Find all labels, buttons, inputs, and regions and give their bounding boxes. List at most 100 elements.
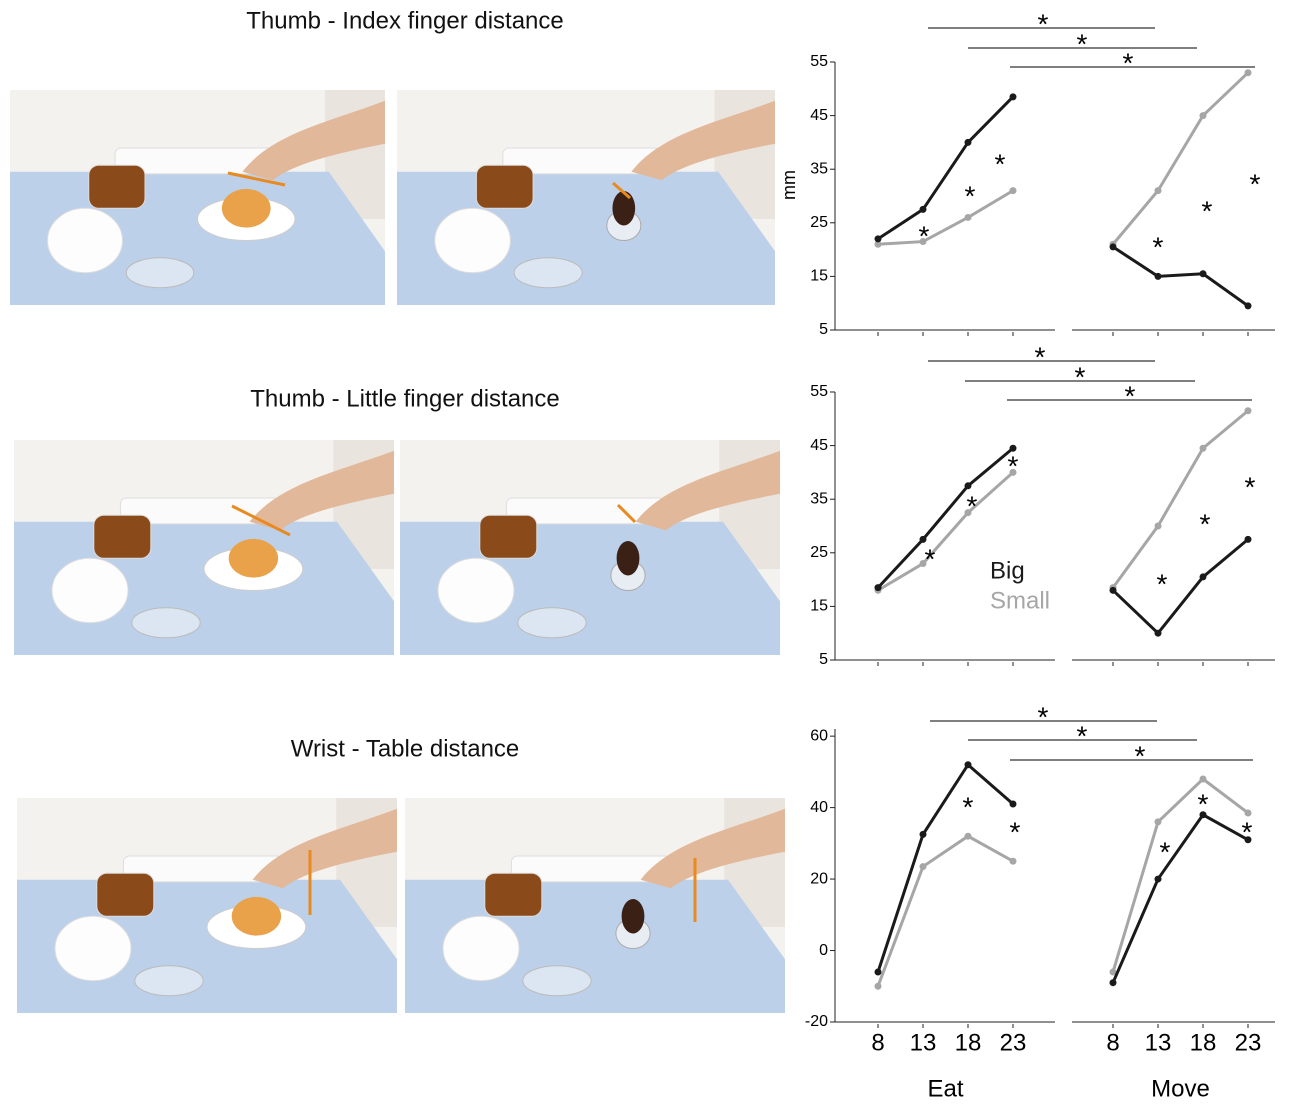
significance-star: * [965,180,976,211]
series-line [878,765,1013,972]
tea-cup [480,515,537,558]
data-point [1155,273,1162,280]
data-point [1155,876,1162,883]
saucer [135,966,203,996]
significance-star: * [1077,720,1088,751]
significance-star: * [1135,740,1146,771]
significance-star: * [1202,195,1213,226]
series-line [878,97,1013,239]
significance-star: * [1038,8,1049,39]
y-tick-label: 45 [810,437,828,454]
data-point [875,968,882,975]
significance-star: * [963,791,974,822]
significance-star: * [1198,788,1209,819]
data-point [1245,407,1252,414]
significance-star: * [1123,47,1134,78]
teapot [52,558,128,623]
donut [232,897,281,936]
saucer [523,966,591,996]
y-tick-label: 15 [810,268,828,285]
chart-title: Wrist - Table distance [291,735,520,762]
x-tick-label: 13 [1145,1029,1172,1056]
significance-star: * [1125,380,1136,411]
significance-star: * [995,148,1006,179]
tea-cup [94,515,151,558]
data-point [920,831,927,838]
significance-star: * [1245,471,1256,502]
saucer [126,258,194,288]
tea-cup [97,873,154,916]
tea-cup [485,873,542,916]
data-point [965,139,972,146]
teapot [48,208,123,273]
photo [405,798,785,1013]
photo [14,440,394,655]
series-line [1113,247,1248,306]
y-axis-label: mm [779,170,799,200]
x-tick-label: 13 [910,1029,937,1056]
data-point [1155,187,1162,194]
data-point [965,482,972,489]
x-tick-label: 8 [871,1029,884,1056]
y-tick-label: 55 [810,53,828,70]
y-tick-label: 60 [810,727,828,744]
x-tick-label: 18 [955,1029,982,1056]
photo [10,90,385,305]
series-line [1113,411,1248,588]
photo [400,440,780,655]
data-point [1155,818,1162,825]
significance-star: * [925,543,936,574]
data-point [1010,187,1017,194]
donut [229,539,278,578]
significance-star: * [919,220,930,251]
y-tick-label: 15 [810,598,828,615]
significance-star: * [967,490,978,521]
data-point [1110,979,1117,986]
data-point [1245,302,1252,309]
y-tick-label: 35 [810,160,828,177]
data-point [1110,243,1117,250]
teapot [443,916,519,981]
series-line [1113,73,1248,245]
chart-title: Thumb - Index finger distance [246,7,564,34]
data-point [1010,93,1017,100]
significance-star: * [1200,508,1211,539]
significance-star: * [1077,28,1088,59]
data-point [1245,536,1252,543]
data-point [1010,801,1017,808]
series-line [1113,779,1248,972]
saucer [518,608,586,638]
teapot [435,208,511,273]
x-tick-label: 18 [1190,1029,1217,1056]
data-point [1155,630,1162,637]
data-point [965,761,972,768]
y-tick-label: 25 [810,214,828,231]
figure: Thumb - Index finger distance mm 5 15 25 35 45… [0,0,1295,1104]
teapot [438,558,514,623]
data-point [920,536,927,543]
chocolate [622,899,645,933]
y-tick-label: 20 [810,870,828,887]
y-tick-label: 5 [819,321,828,338]
significance-star: * [1010,816,1021,847]
significance-star: * [1250,168,1261,199]
x-tick-label: 23 [1000,1029,1027,1056]
significance-star: * [1035,341,1046,372]
data-point [875,235,882,242]
tea-cup [89,165,145,208]
significance-star: * [1075,361,1086,392]
y-tick-label: 0 [819,942,828,959]
significance-star: * [1242,816,1253,847]
y-tick-label: 5 [819,651,828,668]
tea-cup [476,165,533,208]
panel-label: Move [1151,1075,1210,1102]
donut [222,189,271,228]
x-tick-label: 23 [1235,1029,1262,1056]
data-point [920,206,927,213]
data-point [875,584,882,591]
saucer [514,258,582,288]
significance-star: * [1038,701,1049,732]
series-line [1113,539,1248,633]
data-point [965,833,972,840]
data-point [1200,573,1207,580]
